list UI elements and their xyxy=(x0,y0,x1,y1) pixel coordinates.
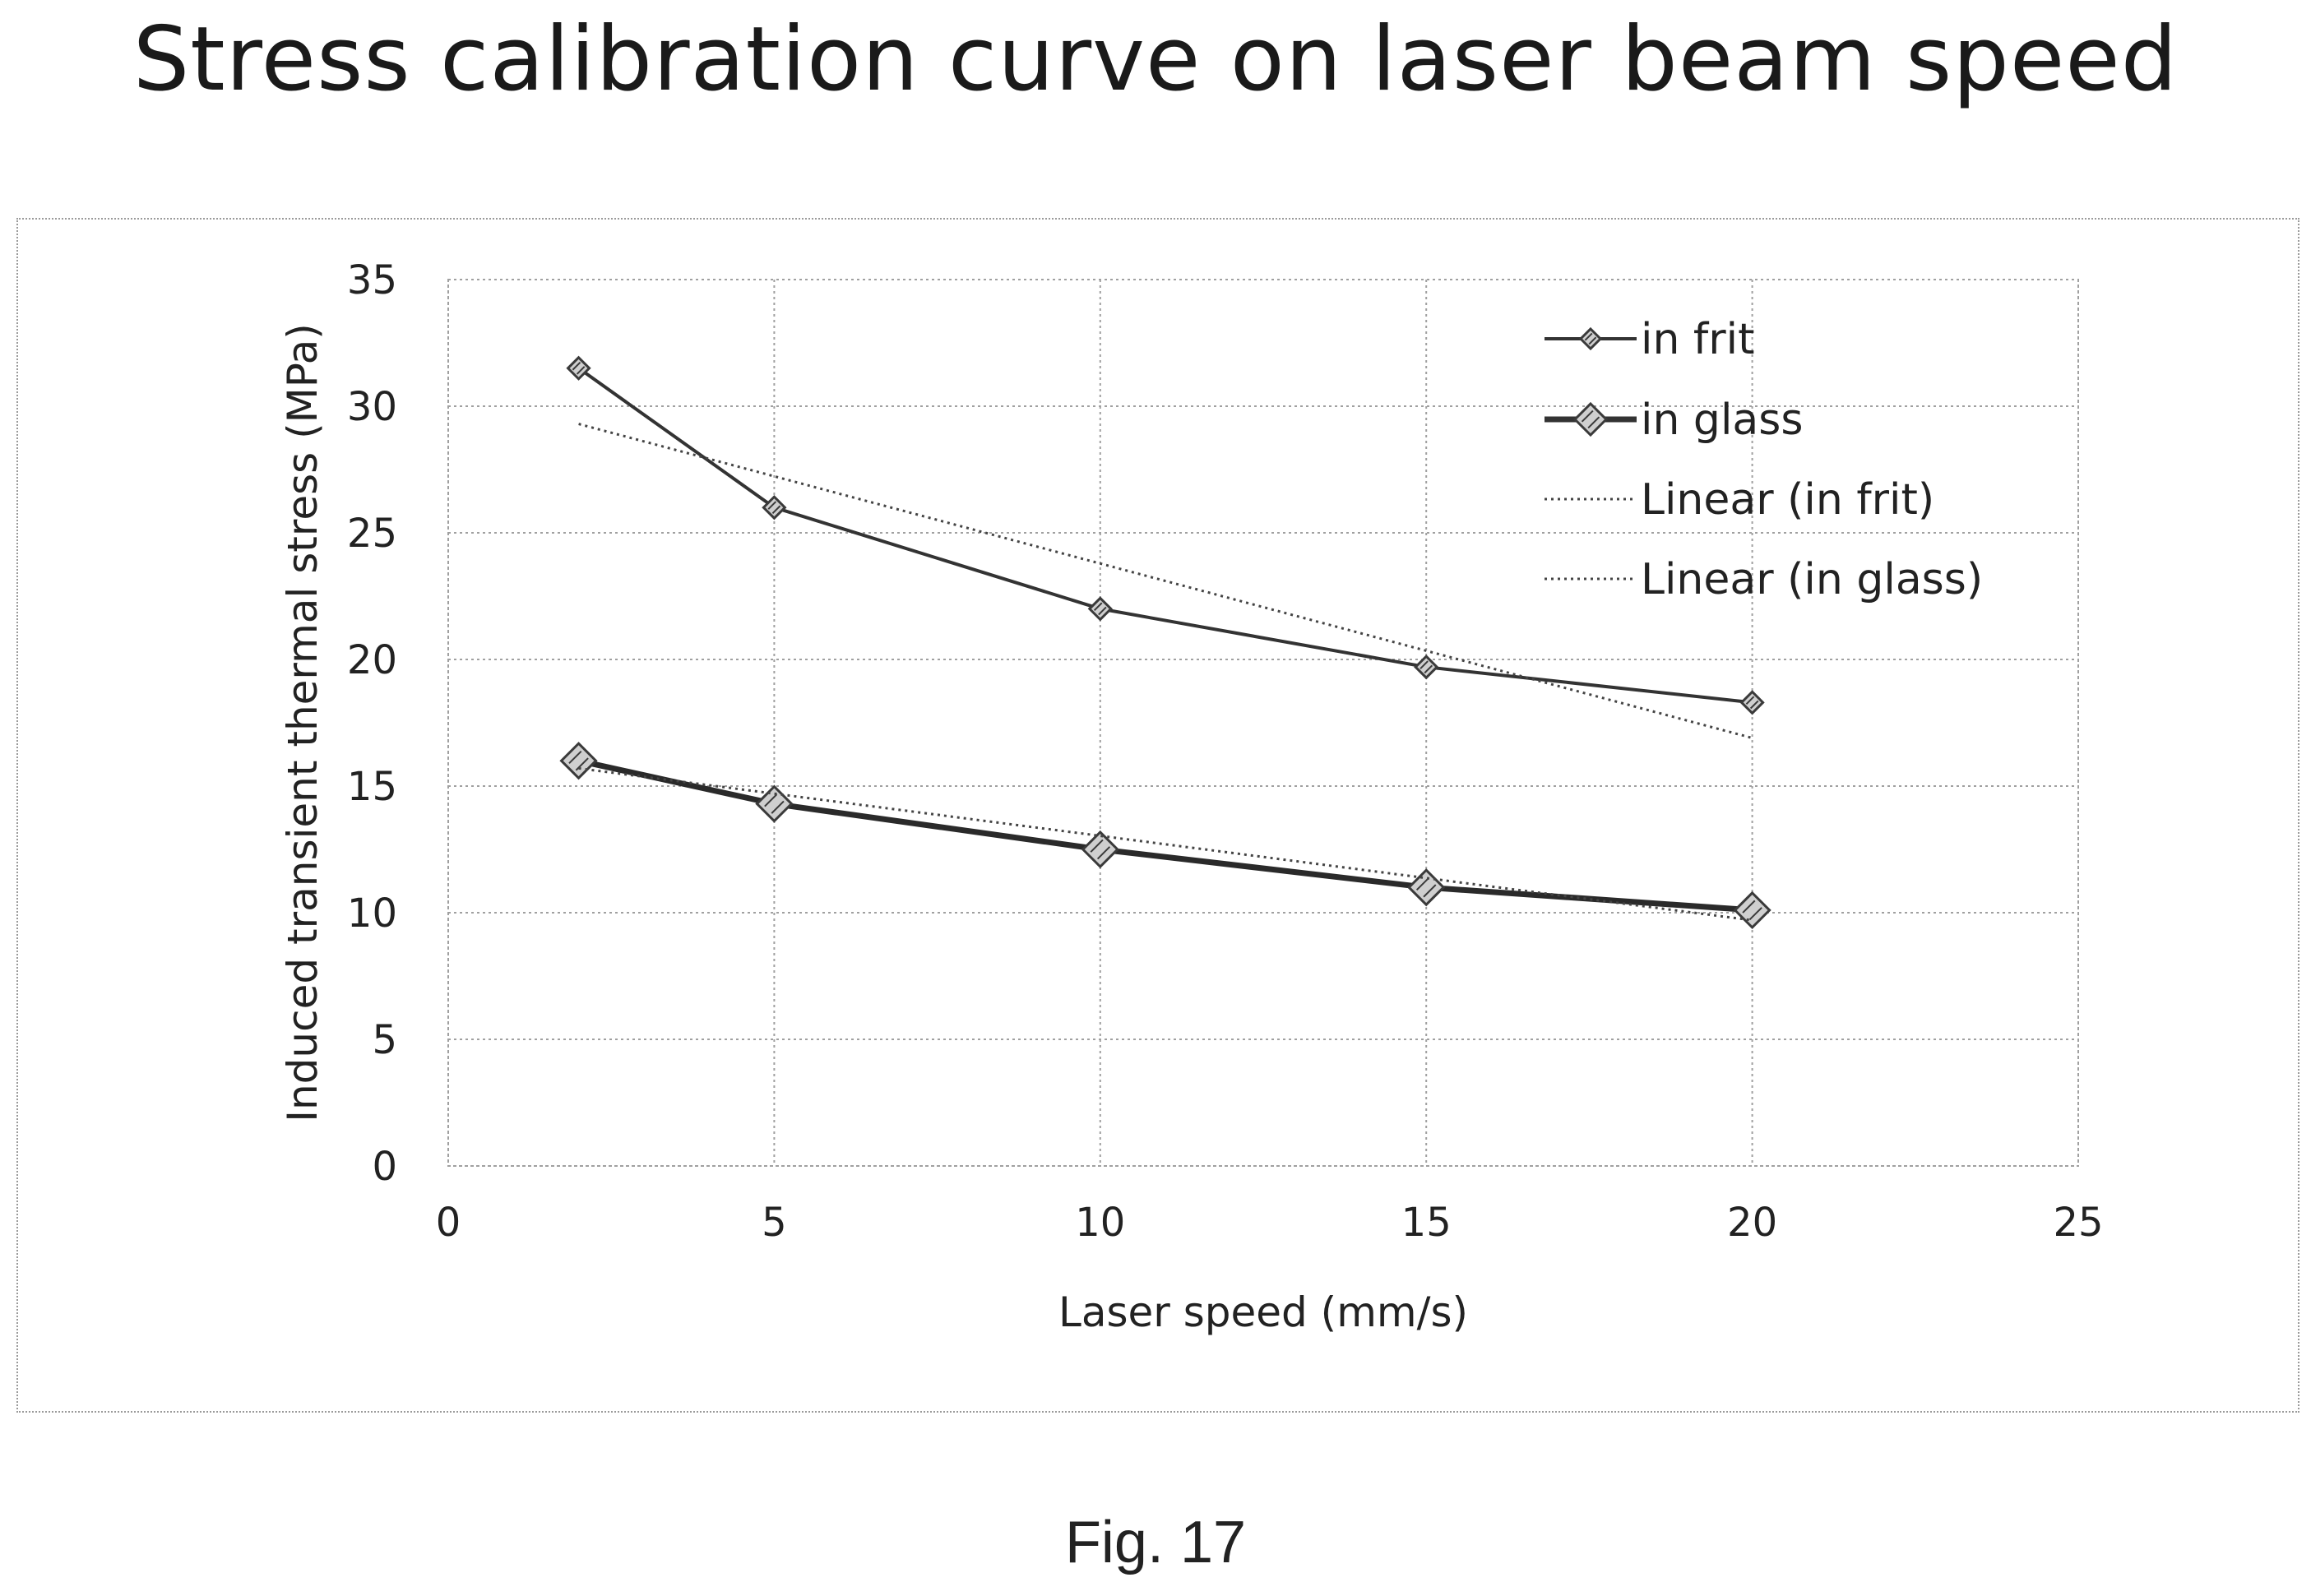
data-point-0-0-hatch xyxy=(576,366,586,375)
y-tick-label: 20 xyxy=(347,637,397,683)
data-point-1-2-shape xyxy=(1081,830,1119,869)
legend-label: in glass xyxy=(1641,396,1803,445)
y-tick-label: 15 xyxy=(347,764,397,810)
data-point-0-2 xyxy=(1087,596,1113,622)
y-tick-label: 35 xyxy=(347,257,397,303)
legend-label: Linear (in frit) xyxy=(1641,475,1934,525)
y-axis-title: Induced transient thermal stress (MPa) xyxy=(279,323,327,1122)
data-point-0-2-hatch xyxy=(1098,606,1107,616)
data-point-0-3-hatch xyxy=(1424,664,1433,674)
x-tick-label: 20 xyxy=(1727,1200,1777,1246)
data-point-1-3-hatch xyxy=(1423,884,1437,898)
data-point-1-0-hatch xyxy=(575,757,589,771)
legend-marker xyxy=(1578,326,1603,351)
legend-marker-hatch xyxy=(1588,336,1597,345)
legend-marker-shape xyxy=(1578,326,1603,351)
data-point-0-3-hatch xyxy=(1419,660,1429,669)
legend-marker xyxy=(1572,401,1609,437)
y-tick-label: 10 xyxy=(347,891,397,937)
legend-label: Linear (in glass) xyxy=(1641,555,1983,604)
figure-caption: Fig. 17 xyxy=(1064,1510,1247,1575)
x-tick-label: 10 xyxy=(1075,1200,1125,1246)
data-point-1-0-hatch xyxy=(568,750,582,765)
data-point-0-1 xyxy=(762,495,787,520)
data-point-0-1-hatch xyxy=(767,501,777,510)
x-tick-label: 15 xyxy=(1401,1200,1452,1246)
data-point-0-1-hatch xyxy=(771,505,781,515)
data-point-0-0 xyxy=(566,355,591,381)
data-point-0-0-shape xyxy=(566,355,591,381)
x-tick-label: 25 xyxy=(2053,1200,2103,1246)
plot-border xyxy=(447,279,2079,1167)
x-tick-label: 0 xyxy=(436,1200,461,1246)
data-point-0-1-shape xyxy=(762,495,787,520)
legend-item-1: in glass xyxy=(1545,396,1803,445)
data-point-1-4-shape xyxy=(1733,891,1771,930)
data-point-1-4-hatch xyxy=(1742,900,1756,914)
y-tick-label: 30 xyxy=(347,384,397,430)
data-point-0-4-hatch xyxy=(1745,696,1755,705)
legend-marker-shape xyxy=(1572,401,1609,437)
data-point-1-0 xyxy=(559,742,598,780)
legend-label: in frit xyxy=(1641,315,1754,364)
y-tick-label: 0 xyxy=(372,1144,397,1190)
data-point-0-0-hatch xyxy=(572,361,581,371)
data-point-0-3-shape xyxy=(1414,655,1439,680)
trendline-2 xyxy=(578,423,1753,739)
x-tick-label: 5 xyxy=(762,1200,787,1246)
y-tick-label: 5 xyxy=(372,1017,397,1063)
data-point-0-3 xyxy=(1414,655,1439,680)
legend-marker-hatch xyxy=(1587,416,1600,429)
data-point-1-2-hatch xyxy=(1096,846,1111,860)
legend-marker-hatch xyxy=(1581,409,1594,423)
chart-frame xyxy=(16,218,2299,1413)
data-point-1-4-hatch xyxy=(1748,907,1762,921)
y-tick-label: 25 xyxy=(347,511,397,557)
data-point-1-4 xyxy=(1733,891,1771,930)
data-point-1-2 xyxy=(1081,830,1119,869)
data-point-0-4 xyxy=(1739,690,1765,715)
data-point-0-2-shape xyxy=(1087,596,1113,622)
data-point-1-1-hatch xyxy=(764,793,778,807)
data-point-1-3-hatch xyxy=(1415,877,1430,891)
legend-item-3: Linear (in glass) xyxy=(1545,555,1983,604)
data-point-1-2-hatch xyxy=(1090,839,1104,853)
legend-item-2: Linear (in frit) xyxy=(1545,475,1934,525)
legend-marker-hatch xyxy=(1584,332,1593,341)
series-line-1 xyxy=(577,757,1753,914)
legend-item-0: in frit xyxy=(1545,315,1754,364)
data-point-1-0-shape xyxy=(559,742,598,780)
x-axis-title: Laser speed (mm/s) xyxy=(1058,1288,1468,1336)
data-point-0-4-shape xyxy=(1739,690,1765,715)
chart-title: Stress calibration curve on laser beam s… xyxy=(132,8,2179,111)
data-point-0-2-hatch xyxy=(1093,602,1103,612)
data-point-0-4-hatch xyxy=(1749,700,1759,710)
data-point-1-1-hatch xyxy=(771,800,785,814)
